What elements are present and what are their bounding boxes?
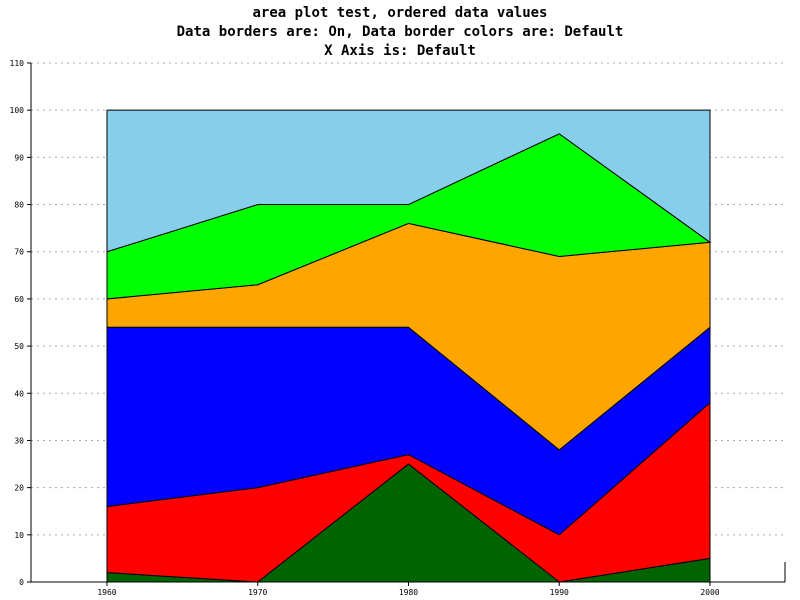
axes <box>27 62 786 586</box>
chart-subtitle-2: X Axis is: Default <box>324 43 476 59</box>
y-tick-label: 60 <box>14 295 24 304</box>
y-tick-label: 30 <box>14 436 24 445</box>
tick-labels: 0 10 20 30 40 50 60 70 80 90 100 110 1960 1970 1980 199… <box>10 59 720 597</box>
area-series <box>106 109 712 583</box>
x-tick-label: 1960 <box>97 588 116 597</box>
y-tick-label: 80 <box>14 201 24 210</box>
y-tick-label: 0 <box>19 578 24 587</box>
y-tick-label: 100 <box>10 106 25 115</box>
y-tick-label: 10 <box>14 531 24 540</box>
y-tick-label: 90 <box>14 153 24 162</box>
chart-subtitle-1: Data borders are: On, Data border colors… <box>176 24 624 40</box>
x-tick-label: 1970 <box>248 588 267 597</box>
chart-title-block: area plot test, ordered data values Data… <box>0 4 800 61</box>
y-tick-label: 20 <box>14 484 24 493</box>
x-tick-label: 1990 <box>550 588 569 597</box>
x-tick-label: 1980 <box>399 588 418 597</box>
x-tick-label: 2000 <box>700 588 719 597</box>
y-tick-label: 110 <box>10 59 25 68</box>
y-tick-label: 40 <box>14 389 24 398</box>
y-tick-label: 70 <box>14 248 24 257</box>
y-tick-label: 50 <box>14 342 24 351</box>
chart-title: area plot test, ordered data values <box>252 5 548 21</box>
area-series-6 <box>106 109 711 253</box>
